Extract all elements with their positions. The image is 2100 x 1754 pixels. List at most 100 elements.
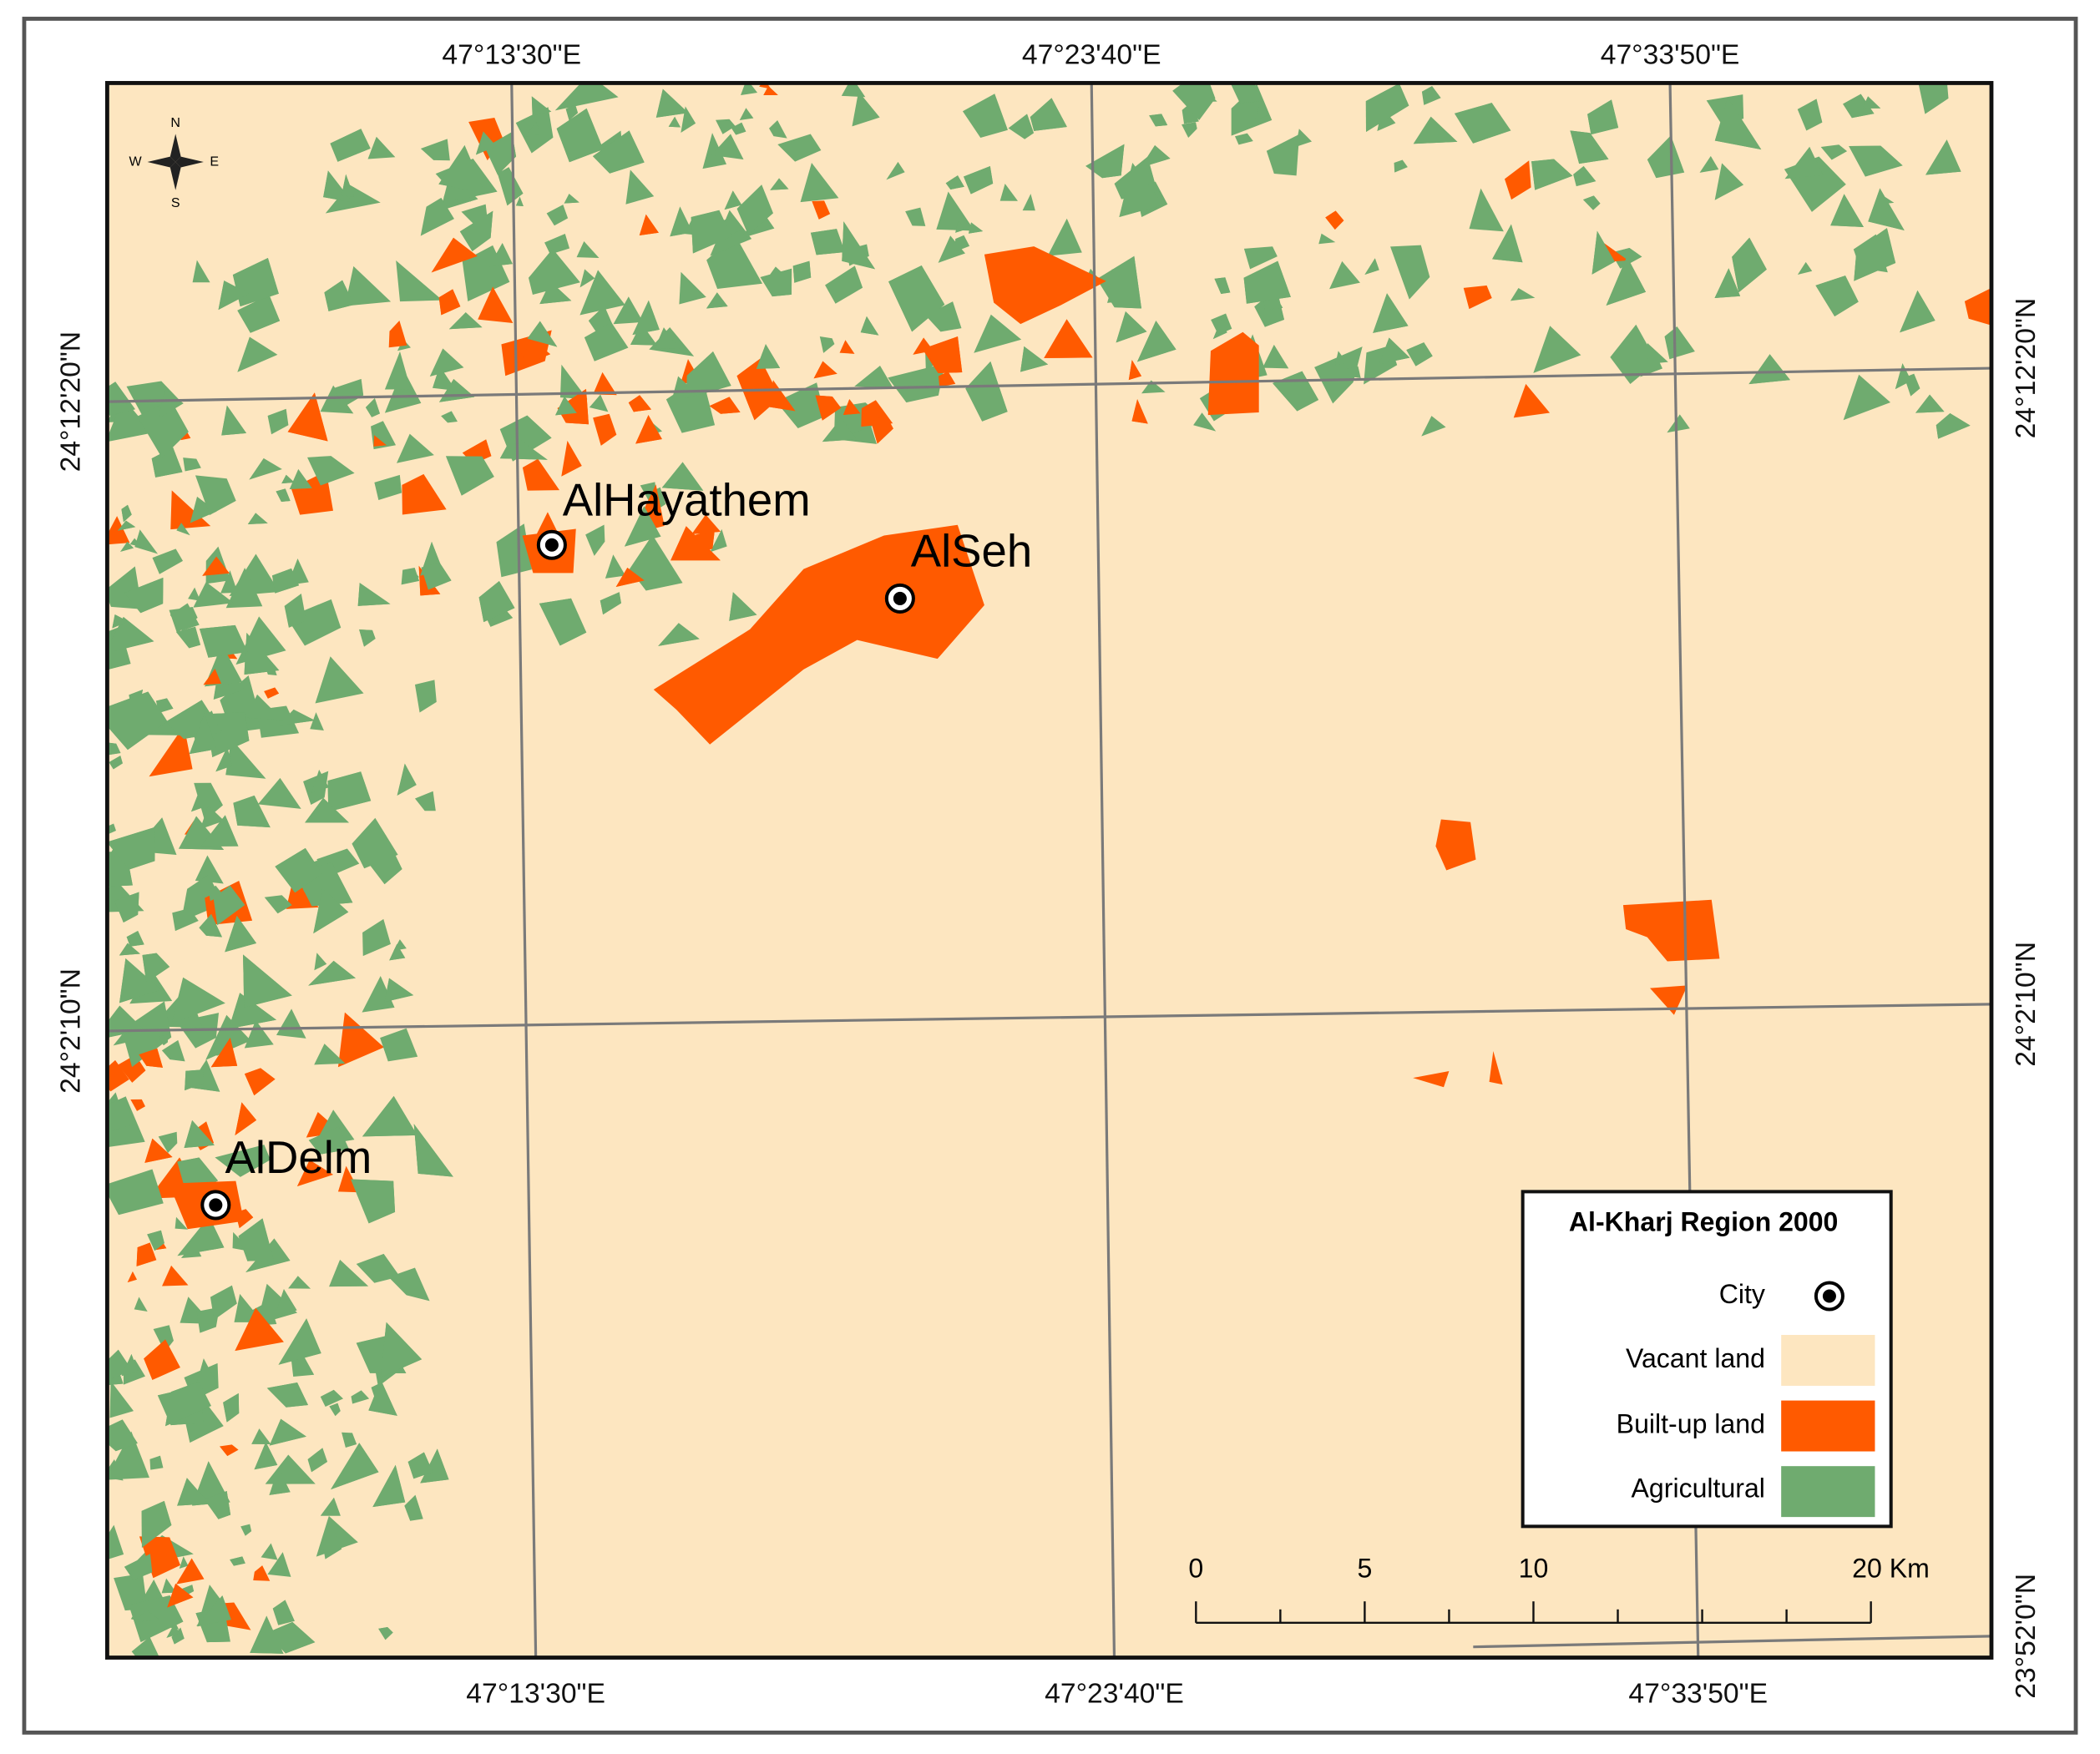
built-up-patch: [107, 1059, 129, 1092]
agricultural-patch: [210, 1285, 237, 1321]
scale-label: 10: [1519, 1554, 1549, 1584]
agricultural-patch: [194, 782, 223, 821]
built-up-patch: [767, 380, 796, 412]
meridian: [1090, 83, 1116, 1658]
agricultural-patch: [195, 855, 224, 884]
agricultural-patch: [413, 1124, 453, 1177]
agricultural-patch: [137, 399, 189, 458]
agricultural-patch: [275, 847, 322, 893]
bottom-label: 47°33'50"E: [1628, 1678, 1768, 1709]
agricultural-patch: [200, 805, 225, 830]
agricultural-patch: [380, 1322, 423, 1378]
built-up-patch: [1131, 399, 1148, 424]
agricultural-patch: [367, 835, 402, 885]
agricultural-patch: [112, 614, 129, 629]
built-up-patch: [438, 289, 461, 316]
agricultural-patch: [199, 913, 223, 938]
agricultural-patch: [327, 771, 372, 812]
agricultural-patch: [107, 1419, 138, 1452]
agricultural-patch: [107, 1169, 164, 1216]
agricultural-patch: [107, 1096, 134, 1133]
agricultural-patch: [1862, 96, 1881, 109]
agricultural-patch: [158, 1131, 178, 1154]
agricultural-patch: [1533, 326, 1581, 373]
agricultural-patch: [756, 344, 781, 370]
agricultural-patch: [1591, 230, 1615, 275]
agricultural-patch: [1570, 130, 1609, 164]
agricultural-patch: [196, 1595, 231, 1626]
city-marker: [884, 583, 915, 614]
legend-label: Agricultural: [1632, 1473, 1765, 1504]
built-up-patch: [1128, 360, 1142, 381]
agricultural-patch: [250, 1615, 284, 1654]
agricultural-patch: [1714, 98, 1762, 150]
agricultural-patch: [539, 598, 587, 646]
agricultural-patch: [842, 221, 876, 270]
agricultural-patch: [711, 134, 744, 160]
agricultural-patch: [1096, 255, 1142, 309]
agricultural-patch: [1843, 374, 1891, 421]
agricultural-patch: [488, 243, 513, 267]
built-up-patch: [149, 725, 193, 777]
built-up-patch: [615, 568, 645, 587]
agricultural-patch: [329, 1260, 368, 1287]
agricultural-patch: [1295, 129, 1313, 147]
agricultural-patch: [632, 300, 660, 336]
agricultural-patch: [1587, 99, 1619, 135]
built-up-patch: [139, 1536, 180, 1579]
built-up-patch: [127, 1271, 138, 1283]
agricultural-patch: [124, 1554, 153, 1580]
agricultural-patch: [964, 166, 994, 195]
agricultural-patch: [1329, 260, 1360, 290]
compass-e: E: [210, 154, 219, 169]
agricultural-patch: [107, 382, 135, 416]
agricultural-patch: [1364, 258, 1379, 275]
legend-label: City: [1719, 1279, 1765, 1309]
agricultural-patch: [389, 943, 406, 961]
agricultural-patch: [1230, 83, 1264, 104]
agricultural-patch: [308, 960, 356, 986]
map-frame: [105, 81, 1994, 1660]
agricultural-patch: [171, 1627, 185, 1645]
built-up-patch: [815, 395, 842, 421]
agricultural-patch: [776, 382, 825, 429]
agricultural-patch: [1469, 188, 1504, 232]
agricultural-patch: [225, 739, 266, 779]
agricultural-patch: [1748, 354, 1790, 385]
agricultural-patch: [446, 456, 494, 496]
agricultural-patch: [825, 265, 863, 304]
agricultural-patch: [240, 1524, 252, 1536]
built-up-patch: [938, 371, 956, 387]
agricultural-patch: [176, 626, 201, 649]
agricultural-patch: [1085, 144, 1125, 179]
agricultural-patch: [396, 260, 443, 302]
agricultural-patch: [334, 378, 364, 409]
built-up-patch: [839, 340, 855, 354]
compass-w: W: [129, 154, 143, 169]
agricultural-patch: [237, 295, 281, 333]
agricultural-patch: [579, 270, 625, 316]
agricultural-patch: [679, 271, 706, 305]
agricultural-patch: [172, 908, 199, 932]
agricultural-patch: [141, 1500, 172, 1548]
agricultural-patch: [204, 1491, 231, 1519]
agricultural-patch: [269, 1418, 306, 1446]
agricultural-patch: [237, 336, 278, 372]
built-up-patch: [520, 343, 551, 364]
agricultural-patch: [114, 892, 139, 923]
agricultural-patch: [1797, 261, 1813, 275]
agricultural-patch: [905, 207, 926, 226]
agricultural-patch: [1030, 98, 1067, 131]
agricultural-patch: [1868, 188, 1905, 231]
agricultural-patch: [448, 312, 483, 330]
agricultural-patch: [107, 826, 155, 870]
agricultural-patch: [1022, 194, 1035, 211]
built-up-patch: [373, 435, 387, 447]
agricultural-patch: [886, 161, 905, 180]
agricultural-patch: [320, 385, 354, 414]
agricultural-patch: [175, 1216, 188, 1230]
built-up-patch: [431, 237, 478, 273]
agricultural-patch: [313, 887, 349, 934]
agricultural-patch: [822, 418, 857, 442]
agricultural-patch: [177, 1216, 225, 1256]
